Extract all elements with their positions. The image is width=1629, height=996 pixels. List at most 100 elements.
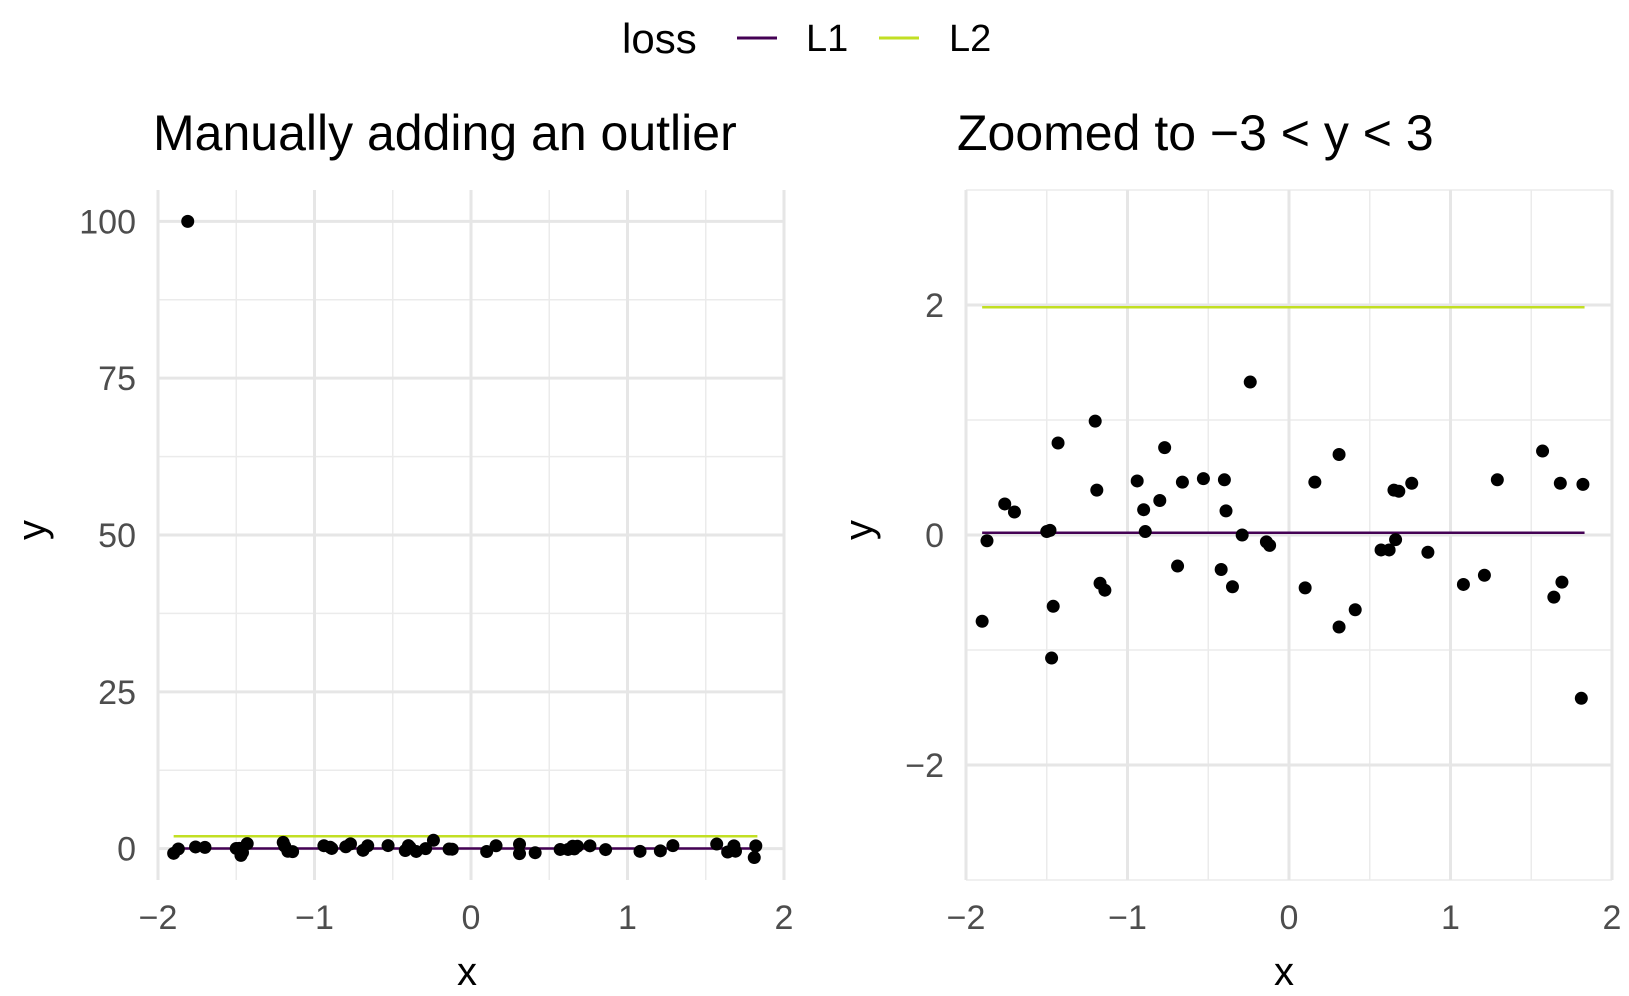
data-point xyxy=(583,839,597,853)
data-point xyxy=(189,840,203,854)
y-axis-label: y xyxy=(837,520,881,540)
x-tick-label: −2 xyxy=(139,899,178,937)
data-point xyxy=(1308,475,1322,489)
x-tick-label: 1 xyxy=(618,899,637,937)
data-point xyxy=(980,534,994,548)
data-point xyxy=(1046,599,1060,613)
data-point xyxy=(171,842,185,856)
data-point xyxy=(1382,543,1396,557)
data-point xyxy=(1547,590,1561,604)
legend-label-l2: L2 xyxy=(949,18,991,60)
x-tick-label: 0 xyxy=(1280,899,1299,937)
data-point xyxy=(1137,503,1151,517)
data-point xyxy=(599,843,613,857)
y-tick-label: 25 xyxy=(98,674,136,712)
y-tick-labels: 0 25 50 75 100 xyxy=(79,203,136,868)
data-point xyxy=(1219,504,1233,518)
data-point xyxy=(1043,523,1057,537)
data-point xyxy=(1051,436,1065,450)
x-tick-label: 1 xyxy=(1441,899,1460,937)
x-tick-labels: −2 −1 0 1 2 xyxy=(139,899,794,937)
data-point xyxy=(1456,577,1470,591)
data-point xyxy=(1298,581,1312,595)
data-point xyxy=(286,845,300,859)
y-tick-label: 75 xyxy=(98,360,136,398)
data-point xyxy=(1389,533,1403,547)
data-point xyxy=(1130,474,1144,488)
data-point xyxy=(381,839,395,853)
data-point xyxy=(1574,691,1588,705)
data-point xyxy=(198,840,212,854)
data-point xyxy=(240,837,254,851)
panel-title: Manually adding an outlier xyxy=(153,105,737,161)
data-point xyxy=(343,837,357,851)
data-point xyxy=(480,845,494,859)
data-point xyxy=(1090,483,1104,497)
data-point xyxy=(419,842,433,856)
grid-major xyxy=(156,190,786,880)
y-tick-label: −2 xyxy=(905,747,944,785)
data-point xyxy=(361,839,375,853)
data-point xyxy=(1555,575,1569,589)
fit-lines xyxy=(982,306,1585,534)
data-point xyxy=(1088,414,1102,428)
grid-major xyxy=(964,190,1614,880)
data-point xyxy=(1214,563,1228,576)
x-axis-label: x xyxy=(457,950,477,994)
x-tick-label: 2 xyxy=(775,899,794,937)
legend-label-l1: L1 xyxy=(806,18,848,60)
data-point xyxy=(1007,505,1021,519)
data-point xyxy=(1263,538,1277,552)
data-point xyxy=(1171,559,1185,573)
data-point xyxy=(426,833,440,847)
data-point xyxy=(1138,525,1152,539)
data-point xyxy=(1553,476,1567,490)
data-point xyxy=(1332,620,1346,634)
data-points xyxy=(975,375,1590,705)
panel-zoomed: Zoomed to −3 < y < 3 −2 −1 0 1 2 −2 0 2 x y xyxy=(837,105,1621,994)
panel-title: Zoomed to −3 < y < 3 xyxy=(957,105,1434,161)
data-point xyxy=(1158,441,1172,455)
x-tick-labels: −2 −1 0 1 2 xyxy=(947,899,1622,937)
data-point xyxy=(1348,603,1362,617)
data-point xyxy=(747,851,761,865)
x-tick-label: −1 xyxy=(1108,899,1147,937)
data-point xyxy=(653,844,667,858)
data-point xyxy=(1175,475,1189,489)
data-point xyxy=(1392,484,1406,498)
data-point xyxy=(975,614,989,628)
x-tick-label: −1 xyxy=(295,899,334,937)
data-point xyxy=(445,842,459,856)
y-tick-label: 0 xyxy=(117,831,136,869)
data-point xyxy=(1536,444,1550,458)
data-point xyxy=(1421,545,1435,559)
data-point xyxy=(1153,494,1167,507)
x-tick-label: 0 xyxy=(462,899,481,937)
data-point xyxy=(633,844,647,858)
y-tick-label: 100 xyxy=(79,203,136,241)
y-tick-label: 50 xyxy=(98,517,136,555)
x-axis-label: x xyxy=(1274,950,1294,994)
y-tick-label: 0 xyxy=(925,517,944,555)
data-point xyxy=(1225,580,1239,594)
y-tick-labels: −2 0 2 xyxy=(905,287,944,785)
data-point xyxy=(1576,477,1590,491)
data-point xyxy=(1490,473,1504,487)
data-point xyxy=(181,214,195,228)
data-point xyxy=(513,847,527,861)
data-point xyxy=(1332,448,1346,461)
legend: loss L1 L2 xyxy=(622,15,991,62)
x-tick-label: 2 xyxy=(1603,899,1622,937)
data-point xyxy=(513,837,527,851)
data-point xyxy=(325,841,339,855)
data-point xyxy=(528,846,542,860)
data-point xyxy=(1243,375,1257,389)
data-point xyxy=(489,839,503,853)
data-point xyxy=(1196,472,1210,486)
data-point xyxy=(1235,528,1249,542)
data-point xyxy=(749,839,763,853)
y-tick-label: 2 xyxy=(925,287,944,325)
y-axis-label: y xyxy=(10,520,54,540)
